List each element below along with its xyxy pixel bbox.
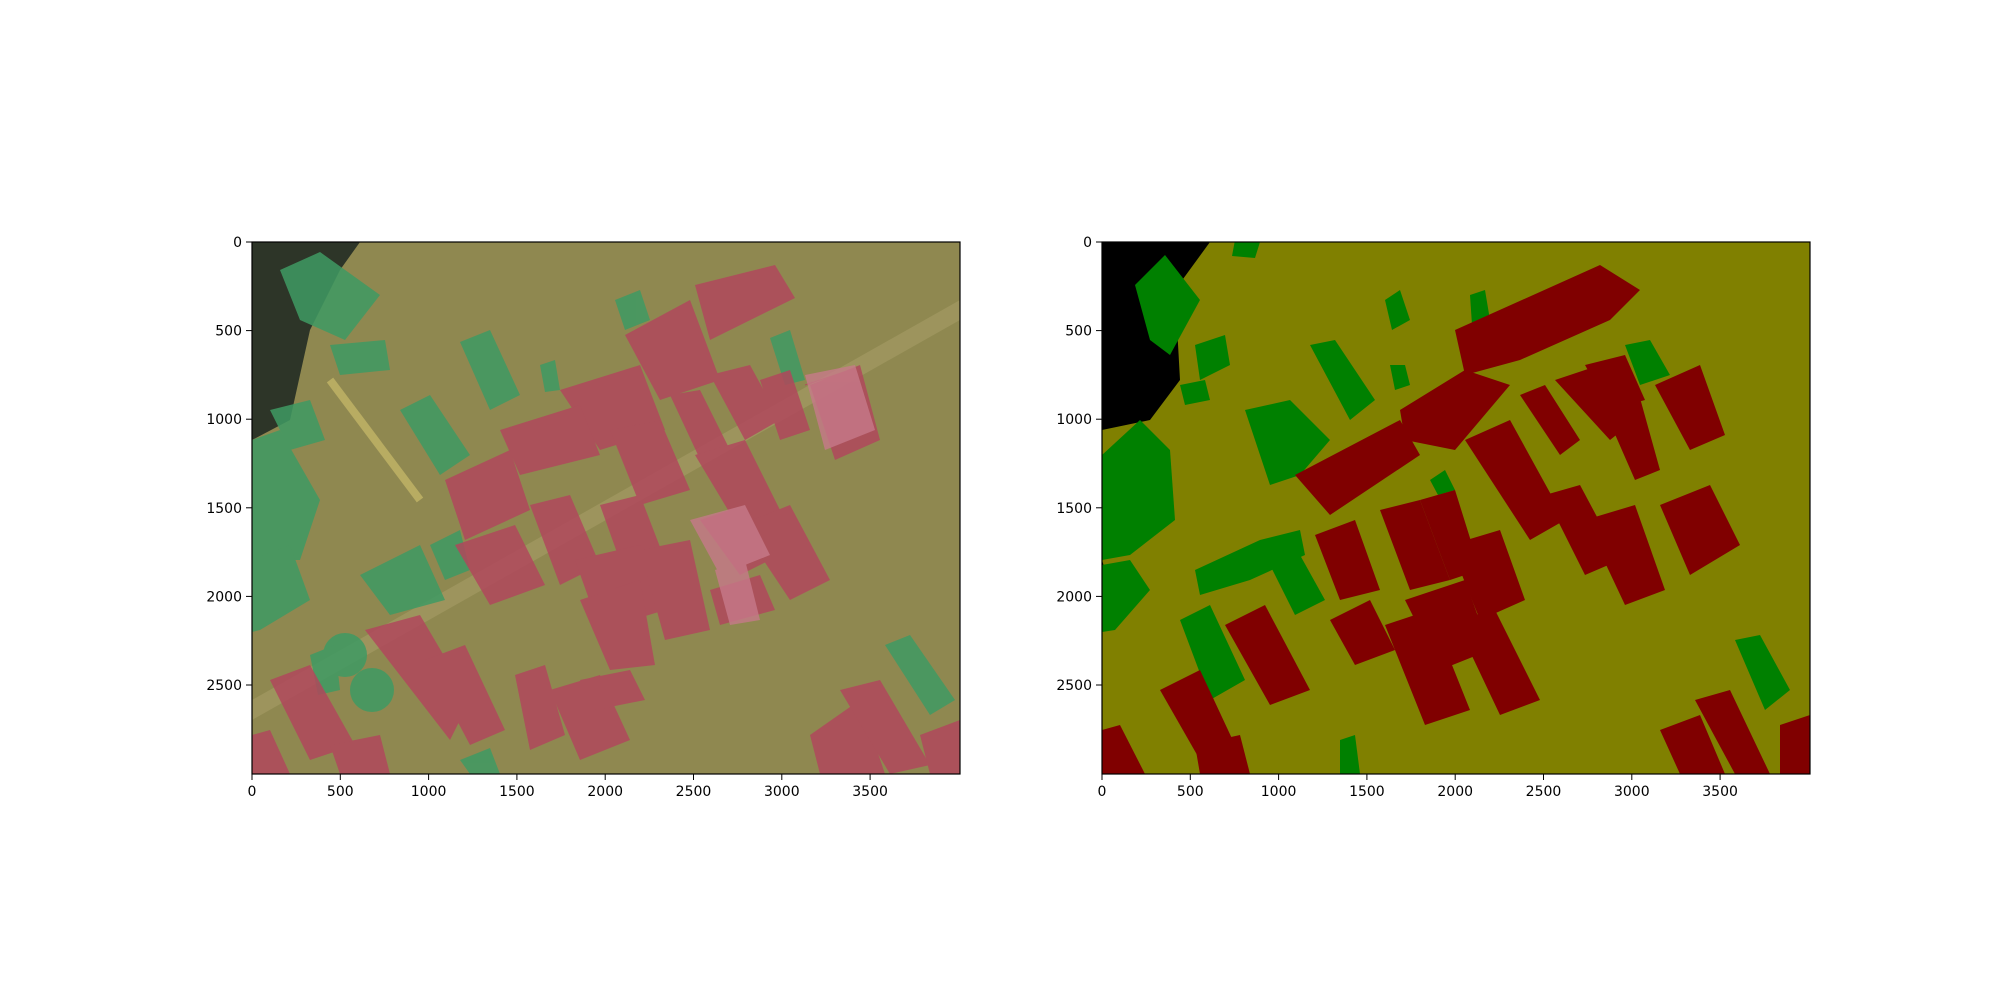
x-tick-label: 1000 — [1261, 784, 1297, 800]
y-tick-label: 1500 — [1056, 501, 1092, 517]
y-tick-label: 1000 — [1056, 412, 1092, 428]
mask-x-axis: 0 500 1000 1500 2000 2500 3000 3500 — [1098, 774, 1738, 800]
x-tick-label: 0 — [1098, 784, 1107, 800]
x-tick-label: 1500 — [499, 784, 535, 800]
y-tick-label: 2500 — [1056, 678, 1092, 694]
x-tick-label: 2000 — [587, 784, 623, 800]
y-tick-label: 2500 — [206, 678, 242, 694]
x-tick-label: 2500 — [676, 784, 712, 800]
x-tick-label: 3000 — [764, 784, 800, 800]
mask-image — [1102, 242, 1810, 774]
x-tick-label: 1500 — [1349, 784, 1385, 800]
x-tick-label: 2500 — [1526, 784, 1562, 800]
y-tick-label: 0 — [233, 235, 242, 251]
overlay-x-axis: 0 500 1000 1500 2000 2500 3000 3500 — [248, 774, 888, 800]
x-tick-label: 1000 — [411, 784, 447, 800]
x-tick-label: 500 — [1177, 784, 1204, 800]
y-tick-label: 1500 — [206, 501, 242, 517]
overlay-y-axis: 0 500 1000 1500 2000 2500 — [206, 235, 252, 694]
y-tick-label: 500 — [215, 324, 242, 340]
y-tick-label: 500 — [1065, 324, 1092, 340]
x-tick-label: 3500 — [852, 784, 888, 800]
x-tick-label: 500 — [327, 784, 354, 800]
y-tick-label: 2000 — [1056, 589, 1092, 605]
overlay-image — [252, 242, 960, 774]
y-tick-label: 0 — [1083, 235, 1092, 251]
y-tick-label: 1000 — [206, 412, 242, 428]
x-tick-label: 0 — [248, 784, 257, 800]
x-tick-label: 2000 — [1437, 784, 1473, 800]
x-tick-label: 3500 — [1702, 784, 1738, 800]
mask-y-axis: 0 500 1000 1500 2000 2500 — [1056, 235, 1102, 694]
mask-panel: 0 500 1000 1500 2000 2500 3000 3500 0 500 1000 150… — [1056, 235, 1811, 800]
overlay-panel: 0 500 1000 1500 2000 2500 3000 3500 0 500 1000 150… — [206, 235, 961, 800]
y-tick-label: 2000 — [206, 589, 242, 605]
x-tick-label: 3000 — [1614, 784, 1650, 800]
